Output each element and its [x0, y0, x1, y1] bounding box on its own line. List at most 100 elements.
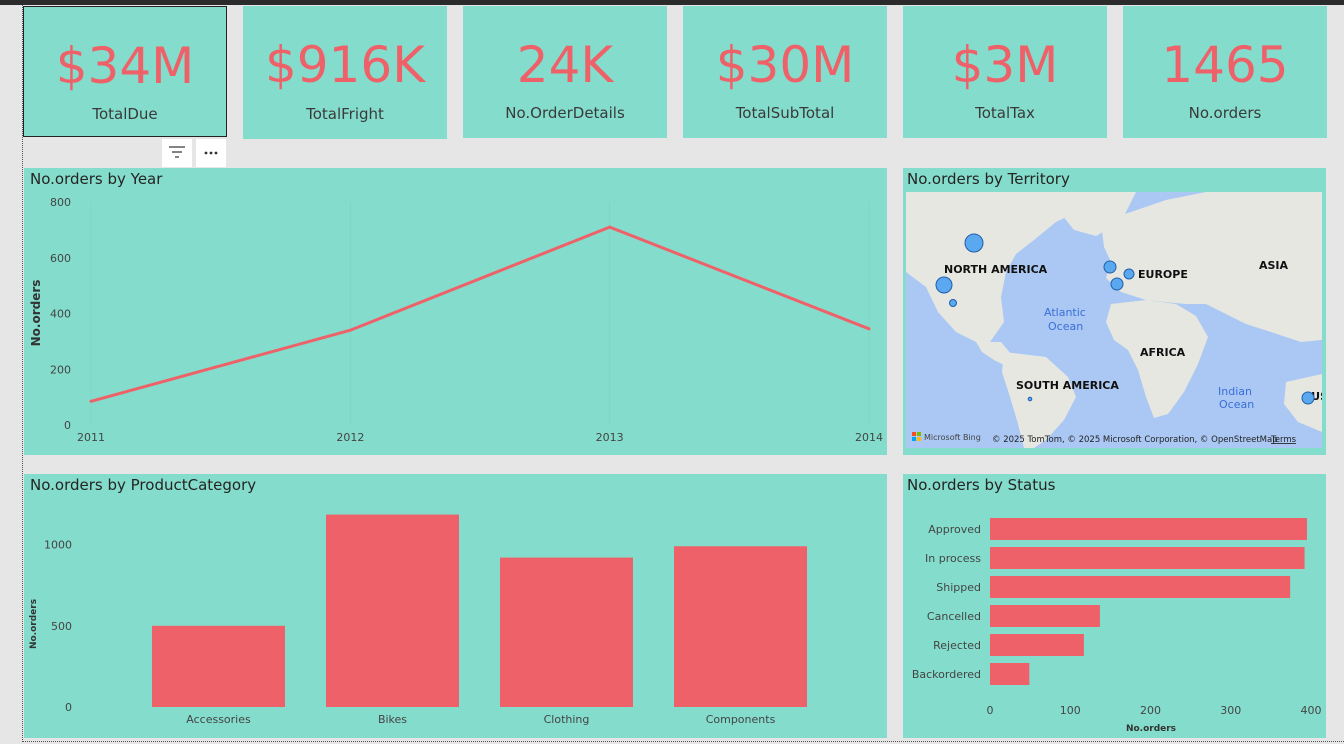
kpi-value: $916K	[264, 36, 426, 94]
y-tick-label: Approved	[928, 523, 981, 536]
kpi-label: TotalSubTotal	[735, 104, 835, 122]
filter-button[interactable]	[162, 139, 192, 167]
report-canvas	[22, 5, 1344, 742]
bing-brand: Microsoft Bing	[924, 433, 981, 442]
x-tick-label: 300	[1220, 704, 1241, 717]
y-tick-label: 500	[51, 620, 72, 633]
map-terms-link[interactable]: Terms	[1270, 435, 1297, 445]
ocean-indian-line2: Ocean	[1219, 398, 1254, 411]
x-tick-label: Bikes	[378, 713, 407, 726]
more-options-button[interactable]	[196, 139, 226, 167]
y-tick-label: Backordered	[912, 668, 981, 681]
y-tick-label: 600	[50, 252, 71, 265]
bar-approved	[990, 518, 1307, 540]
kpi-label: TotalDue	[92, 105, 158, 123]
bar-rejected	[990, 634, 1084, 656]
data-point	[608, 225, 612, 229]
kpi-label: TotalTax	[975, 104, 1035, 122]
x-tick-label: 2014	[855, 431, 883, 444]
x-tick-label: Accessories	[186, 713, 251, 726]
kpi-card-total-tax[interactable]: $3M TotalTax	[903, 6, 1107, 138]
bar-bikes	[326, 514, 459, 707]
y-tick-label: 0	[65, 701, 72, 714]
label-europe: EUROPE	[1138, 268, 1188, 281]
land-australia	[1284, 374, 1322, 432]
land-greenland	[1056, 192, 1136, 236]
more-options-icon	[204, 151, 218, 155]
bar-accessories	[152, 625, 285, 707]
ocean-atlantic-line2: Ocean	[1048, 320, 1083, 333]
x-tick-label: 2013	[596, 431, 624, 444]
bubble-germany[interactable]	[1123, 268, 1135, 280]
kpi-value: $3M	[951, 36, 1059, 94]
y-tick-label: 400	[50, 308, 71, 321]
kpi-value: 24K	[516, 36, 614, 94]
y-tick-label: 200	[50, 363, 71, 376]
bubble-france[interactable]	[1110, 277, 1124, 291]
label-south-america: SOUTH AMERICA	[1016, 379, 1119, 392]
chart-title: No.orders by Status	[907, 476, 1056, 494]
line-chart-panel[interactable]: No.orders by Year	[24, 168, 887, 455]
bing-logo	[912, 432, 921, 441]
kpi-card-order-details[interactable]: 24K No.OrderDetails	[463, 6, 667, 138]
x-tick-label: 200	[1140, 704, 1161, 717]
label-north-america: NORTH AMERICA	[944, 263, 1048, 276]
kpi-card-no-orders[interactable]: 1465 No.orders	[1123, 6, 1327, 138]
x-tick-label: Clothing	[544, 713, 590, 726]
map-title: No.orders by Territory	[907, 170, 1070, 188]
x-tick-label: 0	[987, 704, 994, 717]
territory-map[interactable]: NORTH AMERICA EUROPE ASIA AFRICA SOUTH A…	[906, 192, 1322, 448]
y-tick-label: Cancelled	[927, 610, 981, 623]
y-tick-label: 1000	[44, 539, 72, 552]
kpi-label: TotalFright	[306, 105, 384, 123]
y-tick-label: Shipped	[936, 581, 981, 594]
series-line	[90, 225, 870, 403]
filter-icon	[169, 146, 185, 158]
x-tick-label: 400	[1301, 704, 1322, 717]
bar-cancelled	[990, 605, 1100, 627]
bar-shipped	[990, 576, 1291, 598]
y-axis-label: No.orders	[29, 280, 43, 347]
chart-title: No.orders by Year	[30, 170, 163, 188]
y-tick-label: 800	[50, 196, 71, 209]
bubble-us-west[interactable]	[935, 276, 953, 294]
kpi-card-total-subtotal[interactable]: $30M TotalSubTotal	[683, 6, 887, 138]
land-eurasia	[1101, 192, 1322, 342]
x-tick-label: 2012	[336, 431, 364, 444]
kpi-value: $34M	[55, 37, 195, 95]
land-africa	[1106, 300, 1208, 418]
status-bar-chart: Approved In process Shipped Cancelled Reject…	[912, 518, 1322, 734]
bubble-united-kingdom[interactable]	[1103, 260, 1117, 274]
map-attribution: © 2025 TomTom, © 2025 Microsoft Corporat…	[992, 435, 1278, 445]
x-tick-label: 100	[1060, 704, 1081, 717]
bubble-us-southwest[interactable]	[949, 299, 957, 307]
chart-title: No.orders by ProductCategory	[30, 476, 257, 494]
bubble-canada[interactable]	[964, 233, 984, 253]
data-point	[867, 327, 871, 331]
kpi-card-total-due[interactable]: $34M TotalDue	[23, 6, 227, 137]
ocean-indian-line1: Indian	[1218, 385, 1252, 398]
line-chart: 0 200 400 600 800 2011 2012 2013 2014 No.orders	[29, 196, 883, 444]
category-bar-chart: 0 500 1000 No.orders Accessories Bikes Clothin…	[29, 514, 807, 726]
kpi-label: No.orders	[1188, 104, 1262, 122]
ocean-atlantic-line1: Atlantic	[1044, 306, 1086, 319]
y-axis-label: No.orders	[29, 599, 39, 649]
kpi-value: $30M	[715, 36, 855, 94]
kpi-card-total-fright[interactable]: $916K TotalFright	[243, 6, 447, 139]
x-axis-label: No.orders	[1126, 724, 1176, 734]
bubble-brazil[interactable]	[1027, 396, 1033, 402]
data-point	[89, 399, 93, 403]
land-south-america	[1002, 352, 1076, 448]
bubble-layer	[935, 233, 1315, 405]
y-tick-label: Rejected	[933, 639, 981, 652]
kpi-label: No.OrderDetails	[505, 104, 625, 122]
bar-components	[674, 546, 807, 707]
bar-clothing	[500, 557, 633, 707]
y-tick-label: 0	[64, 419, 71, 432]
bubble-australia[interactable]	[1301, 391, 1315, 405]
y-tick-label: In process	[925, 552, 981, 565]
label-asia: ASIA	[1259, 259, 1289, 272]
bar-backordered	[990, 663, 1030, 685]
map-svg: NORTH AMERICA EUROPE ASIA AFRICA SOUTH A…	[906, 192, 1322, 448]
x-tick-label: 2011	[77, 431, 105, 444]
